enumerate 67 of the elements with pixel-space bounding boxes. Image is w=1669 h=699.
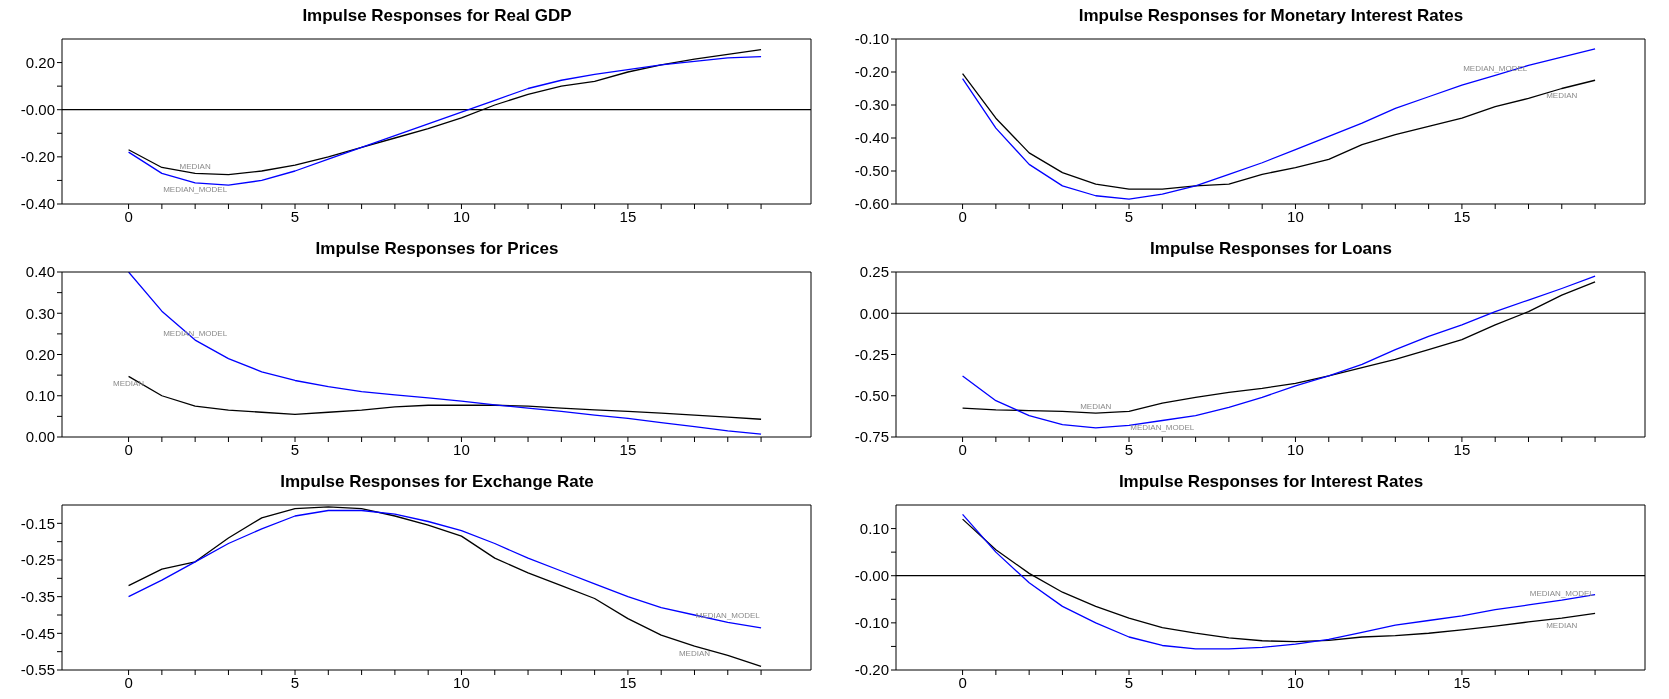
x-tick-label: 10 (1287, 673, 1304, 691)
y-tick-label: -0.25 (20, 551, 55, 569)
y-tick-label: -0.40 (20, 195, 55, 213)
x-tick-label: 0 (124, 207, 133, 225)
chart-title: Impulse Responses for Interest Rates (1117, 471, 1425, 493)
annotation: MEDIAN (1546, 620, 1578, 630)
y-tick-label: -0.20 (20, 148, 55, 166)
x-tick-label: 5 (1124, 440, 1134, 458)
y-tick-label: -0.20 (854, 661, 889, 679)
x-tick-label: 10 (453, 440, 470, 458)
x-tick-label: 5 (1124, 207, 1134, 225)
annotation: MEDIAN (1546, 91, 1578, 101)
x-tick-label: 5 (290, 673, 300, 691)
y-tick-label: -0.15 (20, 514, 55, 532)
y-tick-label: 0.20 (25, 345, 55, 363)
chart-title: Impulse Responses for Real GDP (301, 5, 573, 27)
y-tick-label: -0.30 (854, 96, 889, 114)
annotation: MEDIAN_MODEL (1130, 423, 1195, 433)
y-tick-label: -0.50 (854, 387, 889, 405)
x-tick-label: 10 (453, 207, 470, 225)
y-tick-label: -0.25 (854, 345, 889, 363)
x-tick-label: 15 (619, 673, 637, 691)
y-tick-label: -0.35 (20, 587, 55, 605)
x-tick-label: 0 (958, 673, 967, 691)
x-tick-label: 0 (958, 207, 967, 225)
y-tick-label: 0.00 (25, 428, 55, 446)
y-tick-label: 0.25 (859, 263, 889, 281)
chart-title: Impulse Responses for Loans (1149, 238, 1393, 260)
x-tick-label: 15 (1453, 440, 1471, 458)
x-tick-label: 0 (124, 440, 133, 458)
x-tick-label: 0 (958, 440, 967, 458)
x-tick-label: 15 (619, 440, 637, 458)
x-tick-label: 15 (1453, 207, 1471, 225)
y-tick-label: 0.20 (25, 53, 55, 71)
x-tick-label: 10 (453, 673, 470, 691)
x-tick-label: 10 (1287, 207, 1304, 225)
y-tick-label: -0.10 (854, 30, 889, 48)
chart-title: Impulse Responses for Prices (314, 238, 560, 260)
y-tick-label: -0.20 (854, 63, 889, 81)
y-tick-label: 0.10 (859, 519, 889, 537)
x-tick-label: 5 (290, 440, 300, 458)
y-tick-label: 0.10 (25, 387, 55, 405)
y-tick-label: -0.60 (854, 195, 889, 213)
y-tick-label: -0.55 (20, 661, 55, 679)
annotation: MEDIAN (179, 162, 211, 172)
y-tick-label: -0.10 (854, 614, 889, 632)
x-tick-label: 10 (1287, 440, 1304, 458)
y-tick-label: -0.75 (854, 428, 889, 446)
chart-title: Impulse Responses for Monetary Interest Rates (1077, 5, 1465, 27)
x-tick-label: 0 (124, 673, 133, 691)
y-tick-label: 0.40 (25, 263, 55, 281)
y-tick-label: -0.00 (20, 101, 55, 119)
x-tick-label: 15 (619, 207, 637, 225)
annotation: MEDIAN_MODEL (1529, 589, 1595, 599)
x-tick-label: 15 (1453, 673, 1471, 691)
y-tick-label: 0.00 (859, 304, 889, 322)
y-tick-label: -0.40 (854, 129, 889, 147)
annotation: MEDIAN_MODEL (163, 185, 228, 195)
x-tick-label: 5 (1124, 673, 1134, 691)
x-tick-label: 5 (290, 207, 300, 225)
y-tick-label: -0.00 (854, 567, 889, 585)
annotation: MEDIAN (1080, 402, 1112, 412)
y-tick-label: 0.30 (25, 304, 55, 322)
y-tick-label: -0.50 (854, 162, 889, 180)
chart-title: Impulse Responses for Exchange Rate (279, 471, 595, 493)
y-tick-label: -0.45 (20, 624, 55, 642)
annotation: MEDIAN (678, 648, 711, 658)
